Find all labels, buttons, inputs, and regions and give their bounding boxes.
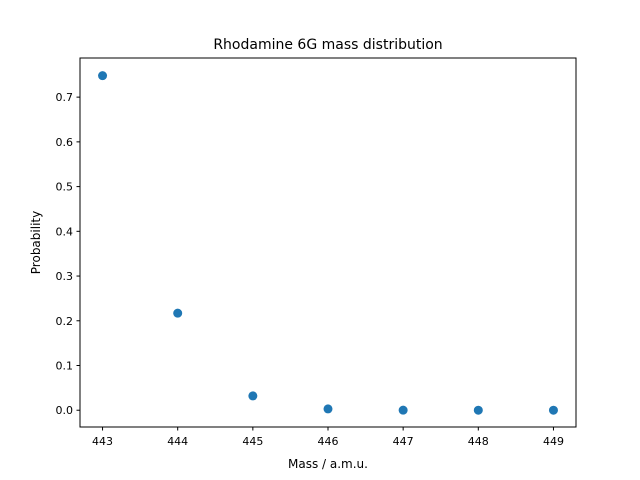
x-tick-label: 444: [167, 435, 188, 448]
y-axis-label: Probability: [29, 211, 43, 274]
data-point: [398, 405, 408, 415]
data-point: [173, 308, 183, 318]
x-tick-label: 448: [468, 435, 489, 448]
plot-area-frame: [79, 57, 577, 428]
y-tick-label: 0.1: [56, 360, 74, 373]
y-tick-label: 0.7: [56, 91, 74, 104]
x-axis: 443 444 445 446 447 448 449: [92, 427, 564, 448]
x-tick-label: 449: [543, 435, 564, 448]
chart-title: Rhodamine 6G mass distribution: [213, 37, 442, 53]
y-tick-label: 0.5: [56, 181, 74, 194]
x-tick-label: 443: [92, 435, 113, 448]
y-tick-label: 0.0: [56, 404, 74, 417]
data-point: [248, 391, 258, 401]
y-tick-label: 0.6: [56, 136, 74, 149]
data-point: [548, 405, 558, 415]
x-tick-label: 446: [318, 435, 339, 448]
x-tick-label: 445: [242, 435, 263, 448]
x-axis-label: Mass / a.m.u.: [288, 457, 368, 471]
y-axis: 0.0 0.1 0.2 0.3 0.4 0.5 0.6 0.7: [56, 91, 80, 417]
y-tick-label: 0.4: [56, 225, 74, 238]
y-tick-label: 0.3: [56, 270, 74, 283]
data-point: [323, 404, 333, 414]
data-point: [473, 405, 483, 415]
x-tick-label: 447: [393, 435, 414, 448]
y-tick-label: 0.2: [56, 315, 74, 328]
data-points: [98, 71, 558, 415]
data-point: [98, 71, 108, 81]
